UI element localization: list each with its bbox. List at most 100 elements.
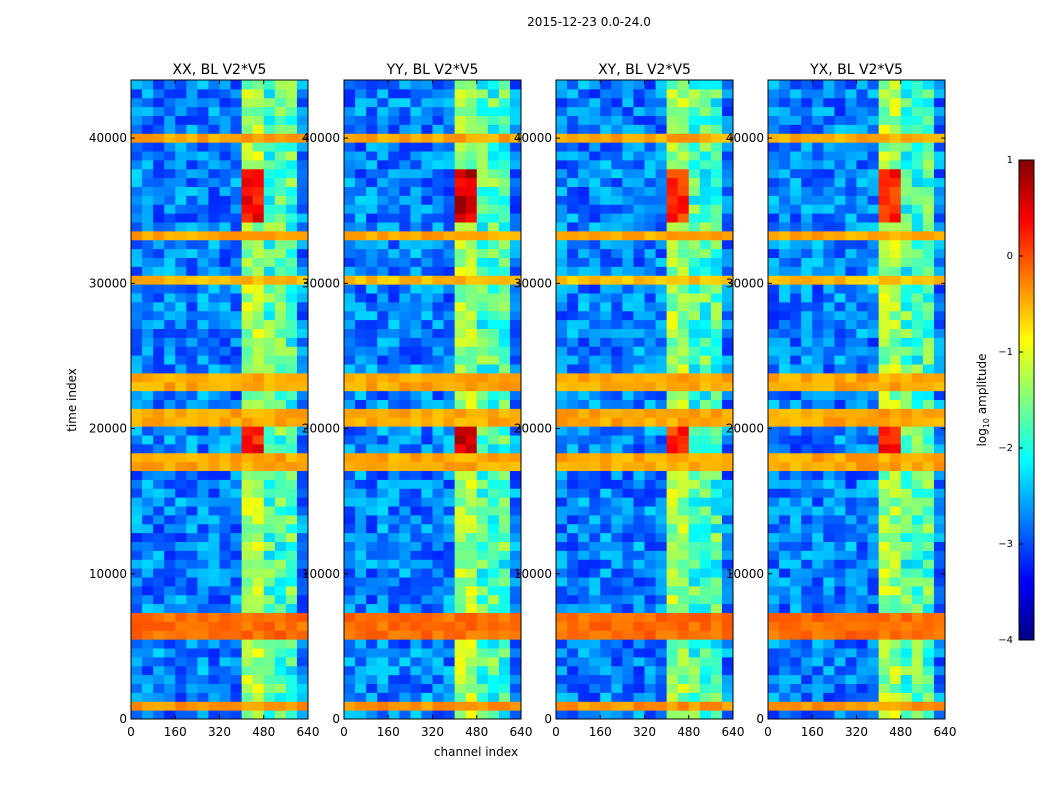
heatmap-cell	[230, 106, 243, 117]
heatmap-cell	[465, 257, 478, 267]
colorbar-label: log10 amplitude	[975, 354, 991, 447]
heatmap-cell	[241, 151, 254, 161]
heatmap-cell	[622, 372, 634, 383]
heatmap-cell	[443, 408, 456, 418]
heatmap-cell	[219, 222, 232, 232]
heatmap-cell	[197, 239, 209, 250]
heatmap-cell	[611, 204, 623, 214]
heatmap-cell	[344, 488, 356, 498]
heatmap-cell	[812, 124, 824, 134]
heatmap-cell	[377, 532, 389, 543]
heatmap-cell	[410, 568, 422, 578]
heatmap-cell	[399, 443, 411, 454]
heatmap-cell	[454, 577, 467, 587]
heatmap-cell	[274, 275, 287, 285]
heatmap-cell	[790, 257, 802, 267]
heatmap-cell	[432, 399, 445, 409]
heatmap-cell	[611, 612, 623, 622]
heatmap-cell	[589, 97, 601, 108]
heatmap-cell	[509, 195, 522, 205]
heatmap-cell	[344, 514, 356, 525]
heatmap-cell	[219, 452, 232, 463]
heatmap-cell	[454, 683, 467, 693]
heatmap-cell	[688, 372, 701, 383]
heatmap-cell	[230, 204, 243, 214]
heatmap-cell	[219, 319, 232, 330]
heatmap-cell	[856, 80, 869, 90]
heatmap-cell	[432, 319, 445, 330]
heatmap-cell	[900, 248, 913, 259]
heatmap-cell	[131, 186, 143, 196]
heatmap-cell	[285, 479, 298, 489]
heatmap-cell	[556, 257, 568, 267]
heatmap-cell	[933, 248, 946, 259]
heatmap-cell	[911, 266, 924, 276]
heatmap-cell	[230, 328, 243, 338]
heatmap-cell	[175, 470, 187, 480]
heatmap-cell	[388, 257, 400, 267]
heatmap-cell	[889, 337, 902, 347]
heatmap-cell	[867, 656, 880, 667]
heatmap-cell	[578, 239, 590, 250]
heatmap-cell	[388, 133, 400, 143]
heatmap-cell	[589, 630, 601, 640]
heatmap-cell	[633, 142, 645, 152]
heatmap-cell	[186, 381, 198, 392]
heatmap-cell	[131, 488, 143, 498]
heatmap-cell	[498, 80, 511, 90]
heatmap-cell	[153, 328, 165, 338]
heatmap-cell	[556, 364, 568, 374]
heatmap-cell	[812, 355, 824, 365]
heatmap-cell	[677, 284, 690, 294]
heatmap-cell	[889, 461, 902, 472]
heatmap-cell	[867, 470, 880, 480]
heatmap-cell	[186, 177, 198, 188]
heatmap-cell	[878, 106, 891, 117]
heatmap-cell	[186, 355, 198, 365]
heatmap-cell	[186, 594, 198, 605]
heatmap-cell	[611, 222, 623, 232]
heatmap-cell	[274, 151, 287, 161]
heatmap-cell	[252, 301, 265, 312]
heatmap-cell	[131, 239, 143, 250]
heatmap-cell	[366, 80, 378, 90]
heatmap-cell	[710, 124, 723, 134]
heatmap-cell	[699, 355, 712, 365]
heatmap-cell	[768, 284, 780, 294]
heatmap-cell	[230, 639, 243, 649]
heatmap-cell	[699, 408, 712, 418]
heatmap-cell	[790, 248, 802, 259]
heatmap-cell	[578, 248, 590, 259]
heatmap-cell	[186, 133, 198, 143]
heatmap-cell	[633, 80, 645, 90]
heatmap-cell	[241, 568, 254, 578]
heatmap-cell	[142, 443, 154, 454]
heatmap-cell	[633, 346, 645, 356]
heatmap-cell	[666, 337, 679, 347]
heatmap-cell	[399, 621, 411, 631]
heatmap-cell	[175, 550, 187, 560]
heatmap-cell	[556, 355, 568, 365]
heatmap-cell	[922, 88, 935, 99]
heatmap-cell	[454, 506, 467, 516]
heatmap-cell	[911, 408, 924, 418]
heatmap-cell	[399, 656, 411, 667]
heatmap-cell	[208, 408, 220, 418]
heatmap-cell	[377, 372, 389, 383]
heatmap-cell	[790, 639, 802, 649]
heatmap-cell	[933, 275, 946, 285]
heatmap-cell	[410, 97, 422, 108]
heatmap-cell	[578, 319, 590, 330]
heatmap-cell	[867, 452, 880, 463]
heatmap-cell	[487, 168, 500, 179]
heatmap-cell	[911, 284, 924, 294]
heatmap-cell	[296, 257, 309, 267]
heatmap-cell	[721, 195, 734, 205]
heatmap-cell	[600, 168, 612, 179]
heatmap-cell	[845, 683, 857, 693]
heatmap-cell	[219, 310, 232, 321]
heatmap-cell	[465, 630, 478, 640]
heatmap-cell	[208, 435, 220, 445]
heatmap-cell	[633, 461, 645, 472]
heatmap-cell	[567, 142, 579, 152]
